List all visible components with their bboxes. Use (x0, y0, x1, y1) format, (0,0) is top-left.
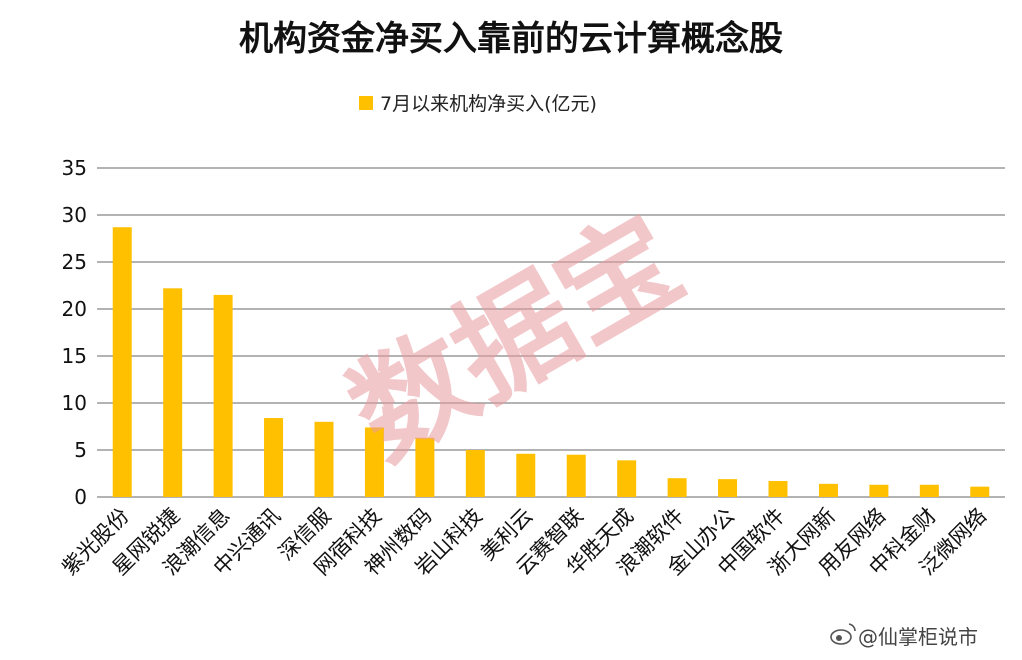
y-axis-ticks: 0 5 10 15 20 25 30 35 (62, 156, 87, 509)
bar (264, 418, 284, 497)
x-axis-labels: 紫光股份星网锐捷浪潮信息中兴通讯深信服网宿科技神州数码岩山科技美利云云赛智联华胜… (57, 504, 991, 580)
legend-swatch (359, 96, 373, 110)
bars (112, 227, 990, 497)
legend-label: 7月以来机构净买入(亿元) (380, 93, 597, 115)
y-tick-label: 10 (62, 391, 87, 415)
bar (465, 450, 485, 497)
bar (869, 484, 889, 497)
grid-lines (97, 167, 1005, 498)
y-tick-label: 20 (62, 297, 87, 321)
bar (213, 294, 233, 497)
bar (667, 478, 687, 497)
bar (818, 483, 838, 497)
legend: 7月以来机构净买入(亿元) (359, 93, 597, 115)
bar (768, 481, 788, 497)
bar (970, 486, 990, 497)
y-tick-label: 25 (62, 250, 87, 274)
bar (112, 227, 132, 497)
bar (314, 421, 334, 497)
bar (415, 437, 435, 497)
y-tick-label: 35 (62, 156, 87, 180)
credit: @仙掌柜说市 (830, 623, 978, 649)
weibo-logo-icon (830, 623, 856, 645)
y-tick-label: 15 (62, 344, 87, 368)
y-tick-label: 0 (74, 485, 87, 509)
chart-title: 机构资金净买入靠前的云计算概念股 (239, 19, 783, 59)
y-tick-label: 5 (74, 438, 87, 462)
bar (566, 454, 586, 497)
y-tick-label: 30 (62, 203, 87, 227)
bar (718, 479, 738, 497)
bar (516, 453, 536, 497)
credit-text: @仙掌柜说市 (858, 625, 978, 649)
bar (919, 484, 939, 497)
bar (364, 427, 384, 497)
bar (163, 288, 183, 497)
bar (617, 460, 637, 497)
watermark: 数据宝 (328, 189, 704, 486)
